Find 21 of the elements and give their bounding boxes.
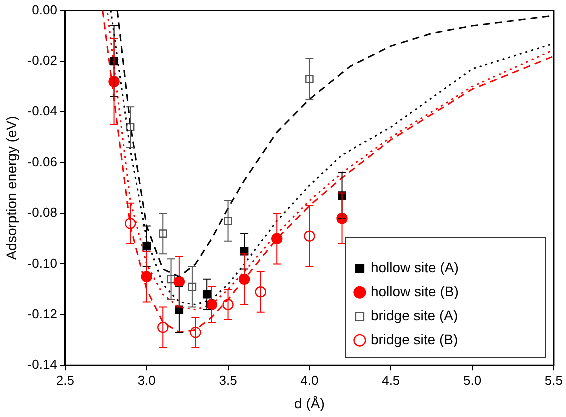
legend-label: hollow site (A) [370, 259, 459, 276]
y-tick-label: -0.02 [28, 53, 58, 68]
legend-label: bridge site (A) [370, 307, 458, 324]
x-tick-label: 5.0 [464, 372, 482, 388]
y-tick-label: -0.12 [28, 306, 58, 322]
x-axis-title: d (Å) [294, 395, 325, 412]
legend-label: hollow site (B) [370, 283, 459, 300]
x-tick-label: 2.5 [56, 372, 74, 388]
y-tick-label: -0.04 [28, 104, 58, 119]
y-tick-label: 0.00 [32, 2, 58, 18]
x-tick-label: 5.5 [544, 372, 564, 388]
legend-label: bridge site (B) [370, 331, 458, 348]
y-tick-label: -0.06 [28, 154, 58, 170]
x-tick-label: 3.0 [138, 372, 156, 388]
y-axis-title: Adsorption energy (eV) [3, 116, 20, 260]
y-tick-label: -0.14 [28, 357, 58, 372]
x-tick-label: 4.0 [300, 372, 319, 388]
y-tick-label: -0.08 [28, 205, 58, 220]
x-tick-label: 3.5 [219, 372, 238, 388]
x-tick-label: 4.5 [382, 372, 400, 388]
y-tick-label: -0.10 [28, 256, 58, 271]
